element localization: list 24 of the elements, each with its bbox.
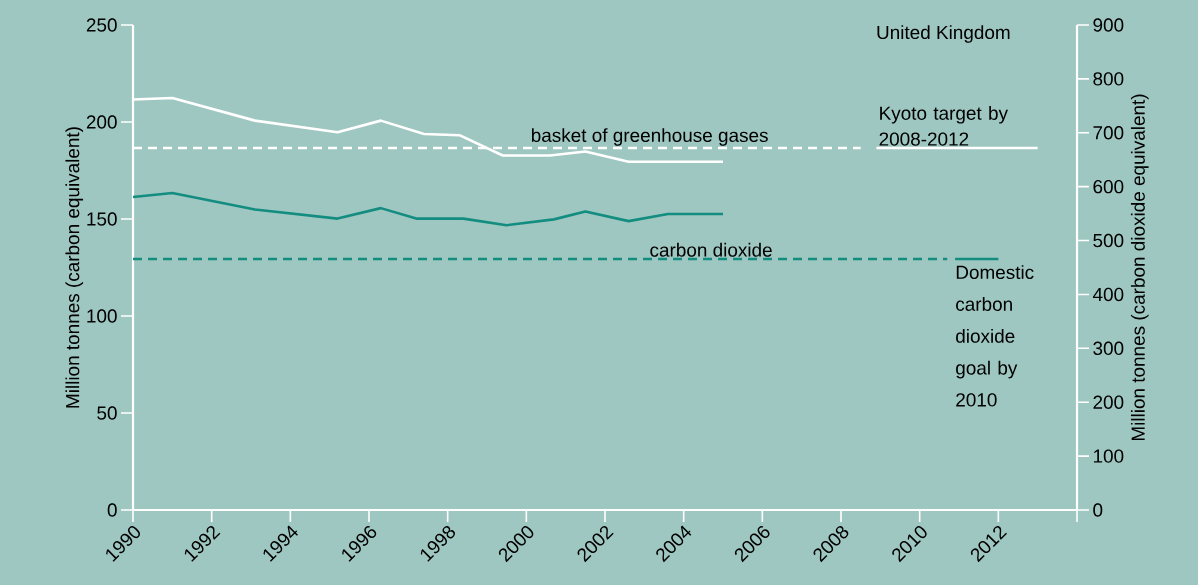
y-tick-label: 100 [87, 309, 117, 323]
y2-tick-label: 600 [1093, 179, 1124, 194]
y2-tick-label: 200 [1093, 395, 1124, 409]
annotation: Kyoto target by 2008-2012 [879, 105, 1008, 146]
y2-tick-label: 400 [1092, 287, 1124, 302]
y-tick-label: 50 [97, 406, 117, 420]
y-tick-label: 150 [87, 212, 117, 226]
line-series [131, 191, 725, 227]
y2-tick-label: 0 [1093, 503, 1103, 517]
y-tick-label: 0 [107, 503, 117, 517]
y-axis-title: Million tonnes (carbon equivalent) [65, 127, 84, 408]
series-label: carbon dioxide [650, 242, 772, 257]
y2-tick-label: 900 [1093, 18, 1124, 32]
y2-tick-label: 500 [1093, 233, 1124, 248]
y2-axis-title: Million tonnes (carbon dioxide equivalent) [1130, 94, 1149, 441]
series-label: basket of greenhouse gases [531, 128, 768, 146]
y2-tick-label: 700 [1093, 126, 1124, 140]
y2-tick-label: 800 [1093, 72, 1124, 86]
y2-tick-label: 100 [1093, 449, 1124, 463]
y2-tick-label: 300 [1093, 341, 1124, 356]
annotation: Domestic carbon dioxide goal by 2010 [956, 265, 1034, 407]
chart-title: United Kingdom [877, 25, 1010, 43]
y-tick-label: 200 [86, 115, 117, 129]
y-tick-label: 250 [86, 18, 117, 32]
